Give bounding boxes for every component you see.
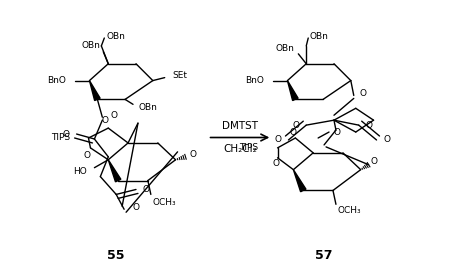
Text: OBn: OBn xyxy=(309,32,328,40)
Text: OBn: OBn xyxy=(275,44,295,53)
Text: O: O xyxy=(292,121,299,130)
Text: TIPS: TIPS xyxy=(239,143,258,152)
Text: O: O xyxy=(132,203,139,212)
Text: OBn: OBn xyxy=(139,103,158,112)
Text: O: O xyxy=(366,121,373,130)
Polygon shape xyxy=(108,160,121,182)
Polygon shape xyxy=(89,81,100,101)
Text: DMTST: DMTST xyxy=(222,121,258,131)
Polygon shape xyxy=(288,81,298,101)
Text: OBn: OBn xyxy=(82,42,100,50)
Text: O: O xyxy=(370,157,377,166)
Text: O: O xyxy=(384,136,391,144)
Text: O: O xyxy=(110,111,117,120)
Text: CH₂Cl₂: CH₂Cl₂ xyxy=(223,144,257,154)
Text: O: O xyxy=(190,150,197,159)
Text: OBn: OBn xyxy=(106,32,125,40)
Text: BnO: BnO xyxy=(245,76,264,85)
Text: O: O xyxy=(360,89,367,98)
Text: SEt: SEt xyxy=(172,71,188,80)
Text: OCH₃: OCH₃ xyxy=(338,206,362,215)
Text: OCH₃: OCH₃ xyxy=(153,198,177,207)
Text: O: O xyxy=(62,130,69,139)
Text: O: O xyxy=(143,185,150,194)
Text: 55: 55 xyxy=(108,249,125,262)
Text: O: O xyxy=(290,128,297,137)
Text: O: O xyxy=(272,159,279,168)
Text: O: O xyxy=(102,116,109,125)
Text: 57: 57 xyxy=(315,249,333,262)
Text: O: O xyxy=(84,151,91,160)
Text: O: O xyxy=(334,128,341,137)
Text: O: O xyxy=(274,136,281,144)
Text: TIPS: TIPS xyxy=(52,133,71,142)
Text: HO: HO xyxy=(73,167,87,176)
Polygon shape xyxy=(294,170,306,192)
Text: BnO: BnO xyxy=(47,76,66,85)
